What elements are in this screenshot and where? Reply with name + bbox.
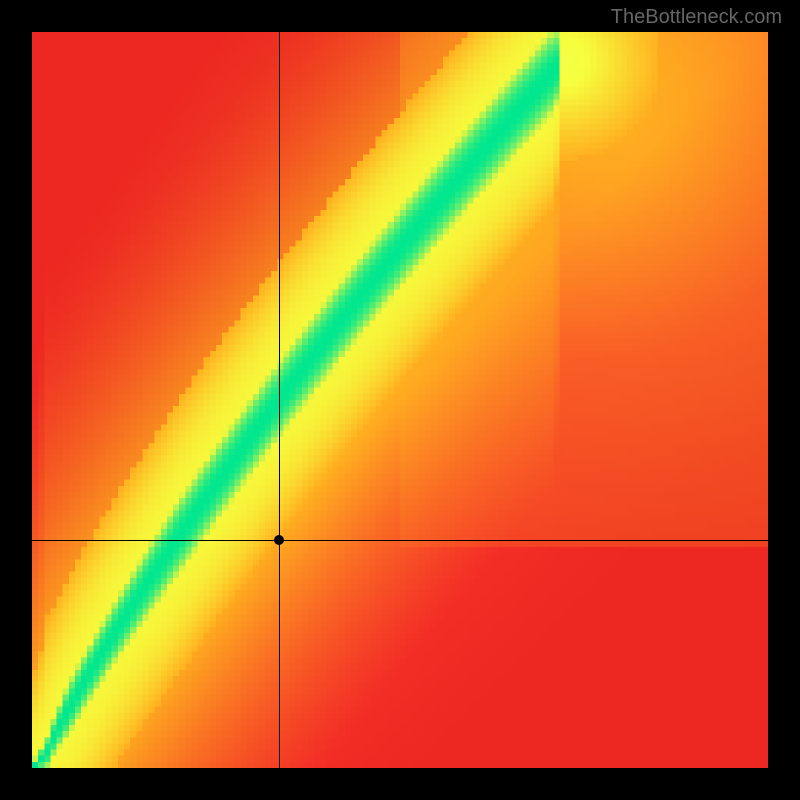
heatmap-container: [32, 32, 768, 768]
selection-marker[interactable]: [274, 535, 284, 545]
crosshair-horizontal: [32, 540, 768, 541]
watermark-text: TheBottleneck.com: [611, 6, 782, 29]
crosshair-vertical: [279, 32, 280, 768]
bottleneck-heatmap: [32, 32, 768, 768]
